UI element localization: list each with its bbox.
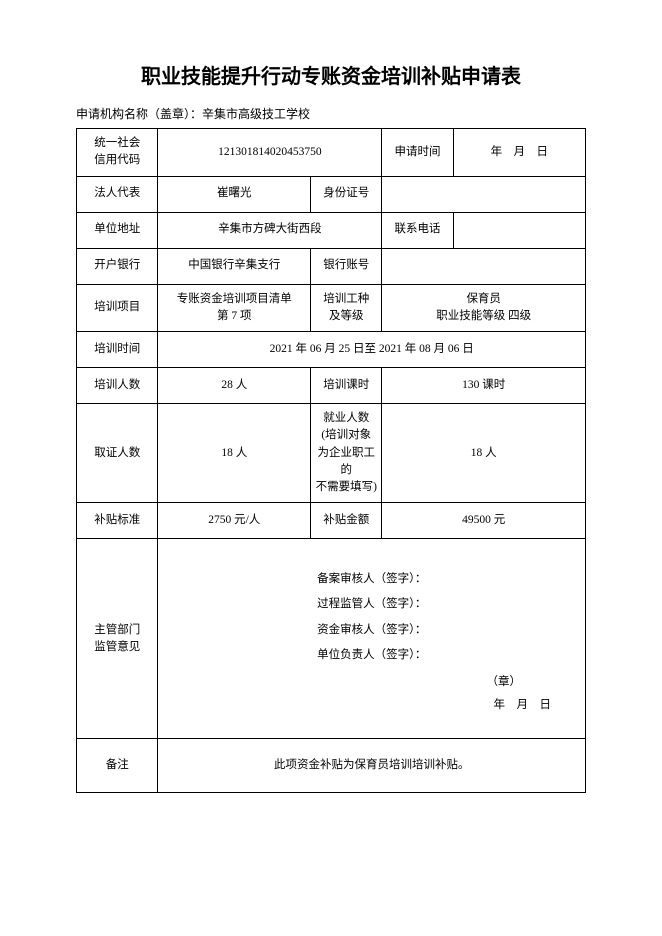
phone-value [453,212,585,248]
train-count-label: 培训人数 [77,368,158,404]
phone-label: 联系电话 [382,212,453,248]
applicant-org-value: 辛集市高级技工学校 [202,107,310,121]
supervise-line-1: 备案审核人（签字）： [162,571,581,588]
train-count-value: 28 人 [158,368,311,404]
cert-count-value: 18 人 [158,404,311,503]
train-hours-label: 培训课时 [311,368,382,404]
occupation-value: 保育员职业技能等级 四级 [382,284,586,332]
cert-count-label: 取证人数 [77,404,158,503]
remark-label: 备注 [77,739,158,793]
apply-time-value: 年 月 日 [453,129,585,177]
stamp-date: 年 月 日 [162,697,581,714]
page-container: 职业技能提升行动专账资金培训补贴申请表 申请机构名称（盖章）：辛集市高级技工学校… [0,0,662,936]
supervise-content: 备案审核人（签字）： 过程监管人（签字）： 资金审核人（签字）： 单位负责人（签… [158,539,586,739]
id-no-label: 身份证号 [311,176,382,212]
remark-value: 此项资金补贴为保育员培训培训补贴。 [158,739,586,793]
address-value: 辛集市方碑大街西段 [158,212,382,248]
bank-value: 中国银行辛集支行 [158,248,311,284]
project-value: 专账资金培训项目清单第 7 项 [158,284,311,332]
project-label: 培训项目 [77,284,158,332]
employ-count-label: 就业人数(培训对象为企业职工的不需要填写) [311,404,382,503]
subsidy-amt-value: 49500 元 [382,503,586,539]
legal-rep-value: 崔曙光 [158,176,311,212]
supervise-line-2: 过程监管人（签字）： [162,596,581,613]
supervise-line-3: 资金审核人（签字）： [162,622,581,639]
supervise-line-4: 单位负责人（签字）： [162,647,581,664]
bank-acct-label: 银行账号 [311,248,382,284]
legal-rep-label: 法人代表 [77,176,158,212]
employ-count-value: 18 人 [382,404,586,503]
subsidy-std-value: 2750 元/人 [158,503,311,539]
bank-acct-value [382,248,586,284]
address-label: 单位地址 [77,212,158,248]
train-time-value: 2021 年 06 月 25 日至 2021 年 08 月 06 日 [158,332,586,368]
train-time-label: 培训时间 [77,332,158,368]
application-form-table: 统一社会信用代码 121301814020453750 申请时间 年 月 日 法… [76,128,586,793]
occupation-label: 培训工种及等级 [311,284,382,332]
applicant-org-line: 申请机构名称（盖章）：辛集市高级技工学校 [76,105,586,122]
bank-label: 开户银行 [77,248,158,284]
social-code-label: 统一社会信用代码 [77,129,158,177]
applicant-org-label: 申请机构名称（盖章）： [76,107,202,121]
id-no-value [382,176,586,212]
social-code-value: 121301814020453750 [158,129,382,177]
stamp-text: （章） [162,674,581,691]
subsidy-std-label: 补贴标准 [77,503,158,539]
apply-time-label: 申请时间 [382,129,453,177]
supervise-sign-lines: 备案审核人（签字）： 过程监管人（签字）： 资金审核人（签字）： 单位负责人（签… [162,571,581,664]
form-title: 职业技能提升行动专账资金培训补贴申请表 [76,60,586,89]
subsidy-amt-label: 补贴金额 [311,503,382,539]
train-hours-value: 130 课时 [382,368,586,404]
supervise-label: 主管部门监管意见 [77,539,158,739]
